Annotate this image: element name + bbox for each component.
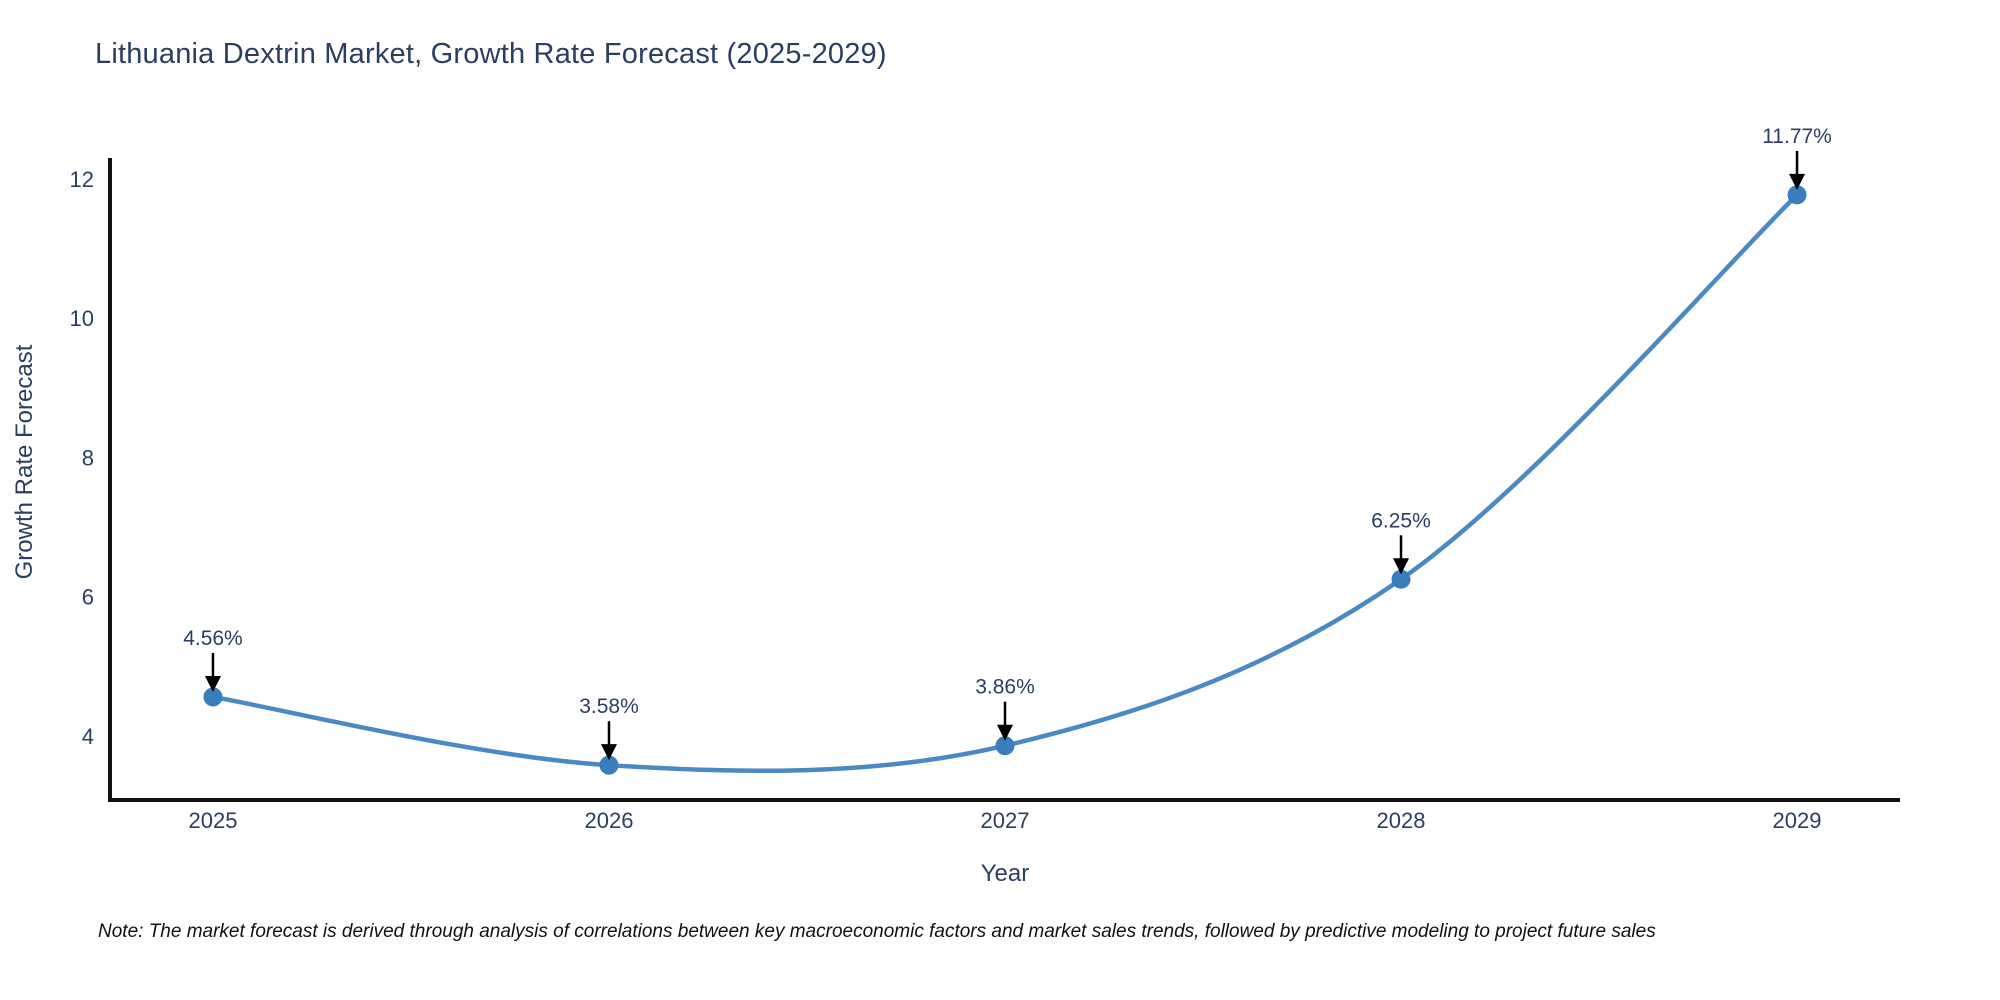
x-tick-label: 2028 bbox=[1377, 808, 1426, 833]
y-tick-label: 4 bbox=[82, 724, 94, 749]
annotation-2027: 3.86% bbox=[975, 676, 1035, 741]
annotation-2026: 3.58% bbox=[579, 695, 639, 761]
annotation-label: 6.25% bbox=[1371, 509, 1431, 532]
annotation-label: 3.86% bbox=[975, 676, 1035, 699]
annotation-label: 3.58% bbox=[579, 695, 639, 718]
annotation-arrowhead-icon bbox=[1393, 558, 1410, 575]
annotation-arrowhead-icon bbox=[600, 744, 617, 761]
note-text: Note: The market forecast is derived thr… bbox=[98, 921, 1656, 942]
trend-line-layer bbox=[203, 185, 1807, 775]
trend-line bbox=[210, 192, 1800, 774]
x-tick-label: 2025 bbox=[188, 808, 237, 833]
axes-layer bbox=[108, 158, 1900, 802]
annotation-arrowhead-icon bbox=[1789, 173, 1806, 190]
x-axis-title: Year bbox=[980, 860, 1030, 887]
y-tick-label: 10 bbox=[70, 306, 94, 331]
tick-labels-layer: 4 6 8 10 12 2025 2026 2027 2028 2029 bbox=[70, 167, 1822, 833]
data-point-2025[interactable] bbox=[203, 687, 223, 707]
annotation-label: 4.56% bbox=[183, 627, 243, 650]
y-tick-label: 12 bbox=[70, 167, 94, 192]
data-point-2027[interactable] bbox=[995, 736, 1015, 756]
y-axis-title: Growth Rate Forecast bbox=[11, 344, 38, 580]
annotation-layer: 4.56% 3.58% 3.86% 6.25% 11.77% bbox=[183, 125, 1832, 761]
axis-spines bbox=[108, 158, 1900, 802]
y-tick-label: 6 bbox=[82, 585, 94, 610]
annotation-label: 11.77% bbox=[1762, 125, 1832, 148]
chart-title: Lithuania Dextrin Market, Growth Rate Fo… bbox=[95, 38, 887, 70]
x-tick-label: 2029 bbox=[1773, 808, 1822, 833]
annotation-arrowhead-icon bbox=[997, 724, 1013, 741]
data-point-2029[interactable] bbox=[1787, 185, 1807, 205]
data-point-2026[interactable] bbox=[599, 755, 619, 775]
annotation-2025: 4.56% bbox=[183, 627, 243, 692]
annotation-2028: 6.25% bbox=[1371, 509, 1431, 575]
annotation-arrowhead-icon bbox=[204, 675, 221, 692]
x-tick-label: 2027 bbox=[981, 808, 1030, 833]
x-tick-label: 2026 bbox=[585, 808, 634, 833]
annotation-2029: 11.77% bbox=[1762, 125, 1832, 190]
y-tick-label: 8 bbox=[82, 445, 94, 470]
data-point-2028[interactable] bbox=[1391, 569, 1411, 589]
